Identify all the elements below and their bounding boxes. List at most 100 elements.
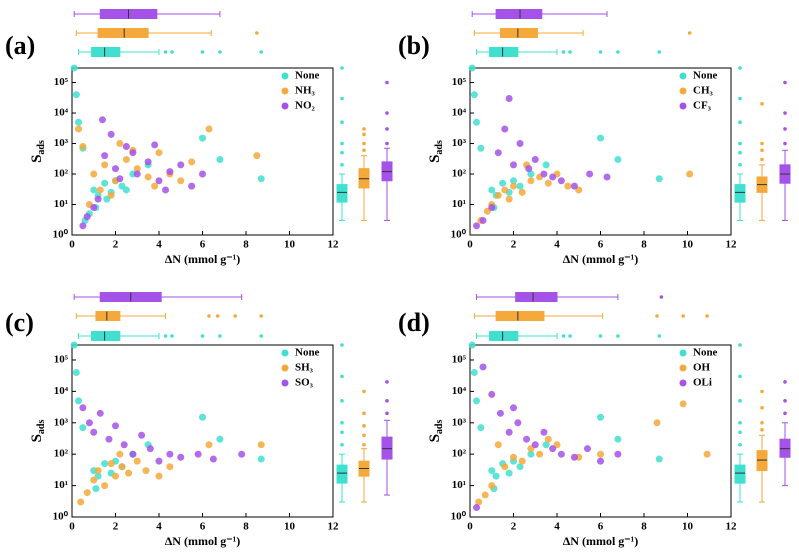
y-tick-label: 10¹: [452, 479, 466, 491]
point: [542, 441, 550, 449]
x-tick-label: 6: [200, 239, 206, 251]
point: [209, 455, 217, 463]
point: [72, 91, 80, 99]
point: [516, 463, 524, 471]
box-flier: [657, 334, 662, 338]
box-flier: [657, 50, 662, 54]
point: [494, 441, 502, 449]
point: [188, 182, 196, 190]
point: [481, 491, 489, 499]
point: [557, 450, 565, 458]
box: [489, 331, 519, 341]
point: [144, 158, 152, 166]
y-tick-label: 10²: [54, 168, 69, 180]
x-tick-label: 8: [243, 521, 249, 533]
box-flier: [200, 50, 205, 54]
point: [98, 116, 106, 124]
point: [510, 177, 517, 185]
point: [120, 441, 128, 449]
y-tick-label: 10⁴: [54, 385, 69, 397]
box-flier: [340, 150, 344, 155]
point: [518, 188, 526, 196]
point: [92, 485, 100, 493]
legend-label: NO₂: [295, 100, 316, 112]
point: [544, 179, 552, 187]
point: [494, 191, 502, 199]
box: [336, 184, 348, 203]
box-flier: [259, 334, 264, 338]
plot-frame: [469, 67, 732, 236]
point: [75, 118, 83, 126]
y-tick-label: 10⁴: [54, 107, 69, 119]
point: [90, 203, 98, 211]
x-axis-label: ΔN (mmol g⁻¹): [165, 534, 240, 548]
x-axis-label: ΔN (mmol g⁻¹): [563, 534, 638, 548]
point: [514, 419, 522, 427]
point: [475, 498, 483, 506]
box-flier: [163, 50, 168, 54]
point: [75, 397, 83, 405]
point: [518, 457, 526, 465]
y-tick-label: 10¹: [54, 198, 68, 210]
point: [112, 165, 119, 173]
box-flier: [655, 314, 659, 318]
point: [166, 463, 174, 471]
point: [564, 182, 572, 190]
legend-marker: [679, 87, 687, 95]
box-flier: [616, 50, 620, 54]
x-tick-label: 12: [726, 239, 738, 251]
point: [679, 400, 687, 408]
x-tick-label: 0: [69, 521, 75, 533]
box: [734, 184, 746, 203]
point: [597, 450, 604, 458]
box-flier: [362, 127, 366, 131]
point: [75, 125, 83, 133]
box: [91, 331, 121, 341]
y-tick-label: 10⁰: [53, 511, 69, 523]
point: [583, 445, 591, 453]
point: [107, 130, 115, 138]
point: [72, 368, 80, 376]
x-tick-label: 12: [328, 521, 340, 533]
legend-label: CF₃: [693, 100, 712, 112]
point: [531, 155, 539, 163]
point: [199, 170, 206, 178]
point: [488, 467, 496, 475]
point: [501, 186, 509, 194]
point: [525, 165, 533, 173]
point: [151, 182, 159, 190]
point: [655, 175, 663, 183]
point: [557, 177, 565, 185]
point: [101, 161, 109, 169]
box: [381, 436, 393, 460]
x-tick-label: 10: [682, 521, 694, 533]
box-flier: [783, 411, 787, 416]
box-flier: [385, 411, 389, 416]
point: [703, 450, 711, 458]
box-flier: [687, 31, 692, 35]
box-flier: [340, 141, 344, 146]
y-tick-label: 10²: [452, 168, 467, 180]
box-flier: [385, 80, 389, 85]
point: [488, 482, 496, 490]
y-axis-label: Sads: [427, 419, 445, 442]
point: [101, 482, 109, 490]
legend-marker: [679, 349, 687, 357]
point: [549, 445, 557, 453]
point: [477, 424, 485, 432]
point: [166, 450, 174, 458]
point: [177, 177, 185, 185]
box: [95, 311, 121, 321]
box-flier: [738, 374, 742, 379]
box: [495, 311, 545, 321]
point: [83, 213, 91, 221]
box-flier: [783, 399, 787, 403]
box-flier: [738, 442, 742, 447]
point: [488, 390, 496, 398]
y-tick-label: 10⁰: [53, 229, 69, 241]
box-flier: [255, 31, 259, 35]
y-axis-label-main: S: [427, 434, 443, 442]
point: [510, 161, 517, 169]
x-tick-label: 4: [156, 521, 162, 533]
box-flier: [738, 96, 742, 101]
